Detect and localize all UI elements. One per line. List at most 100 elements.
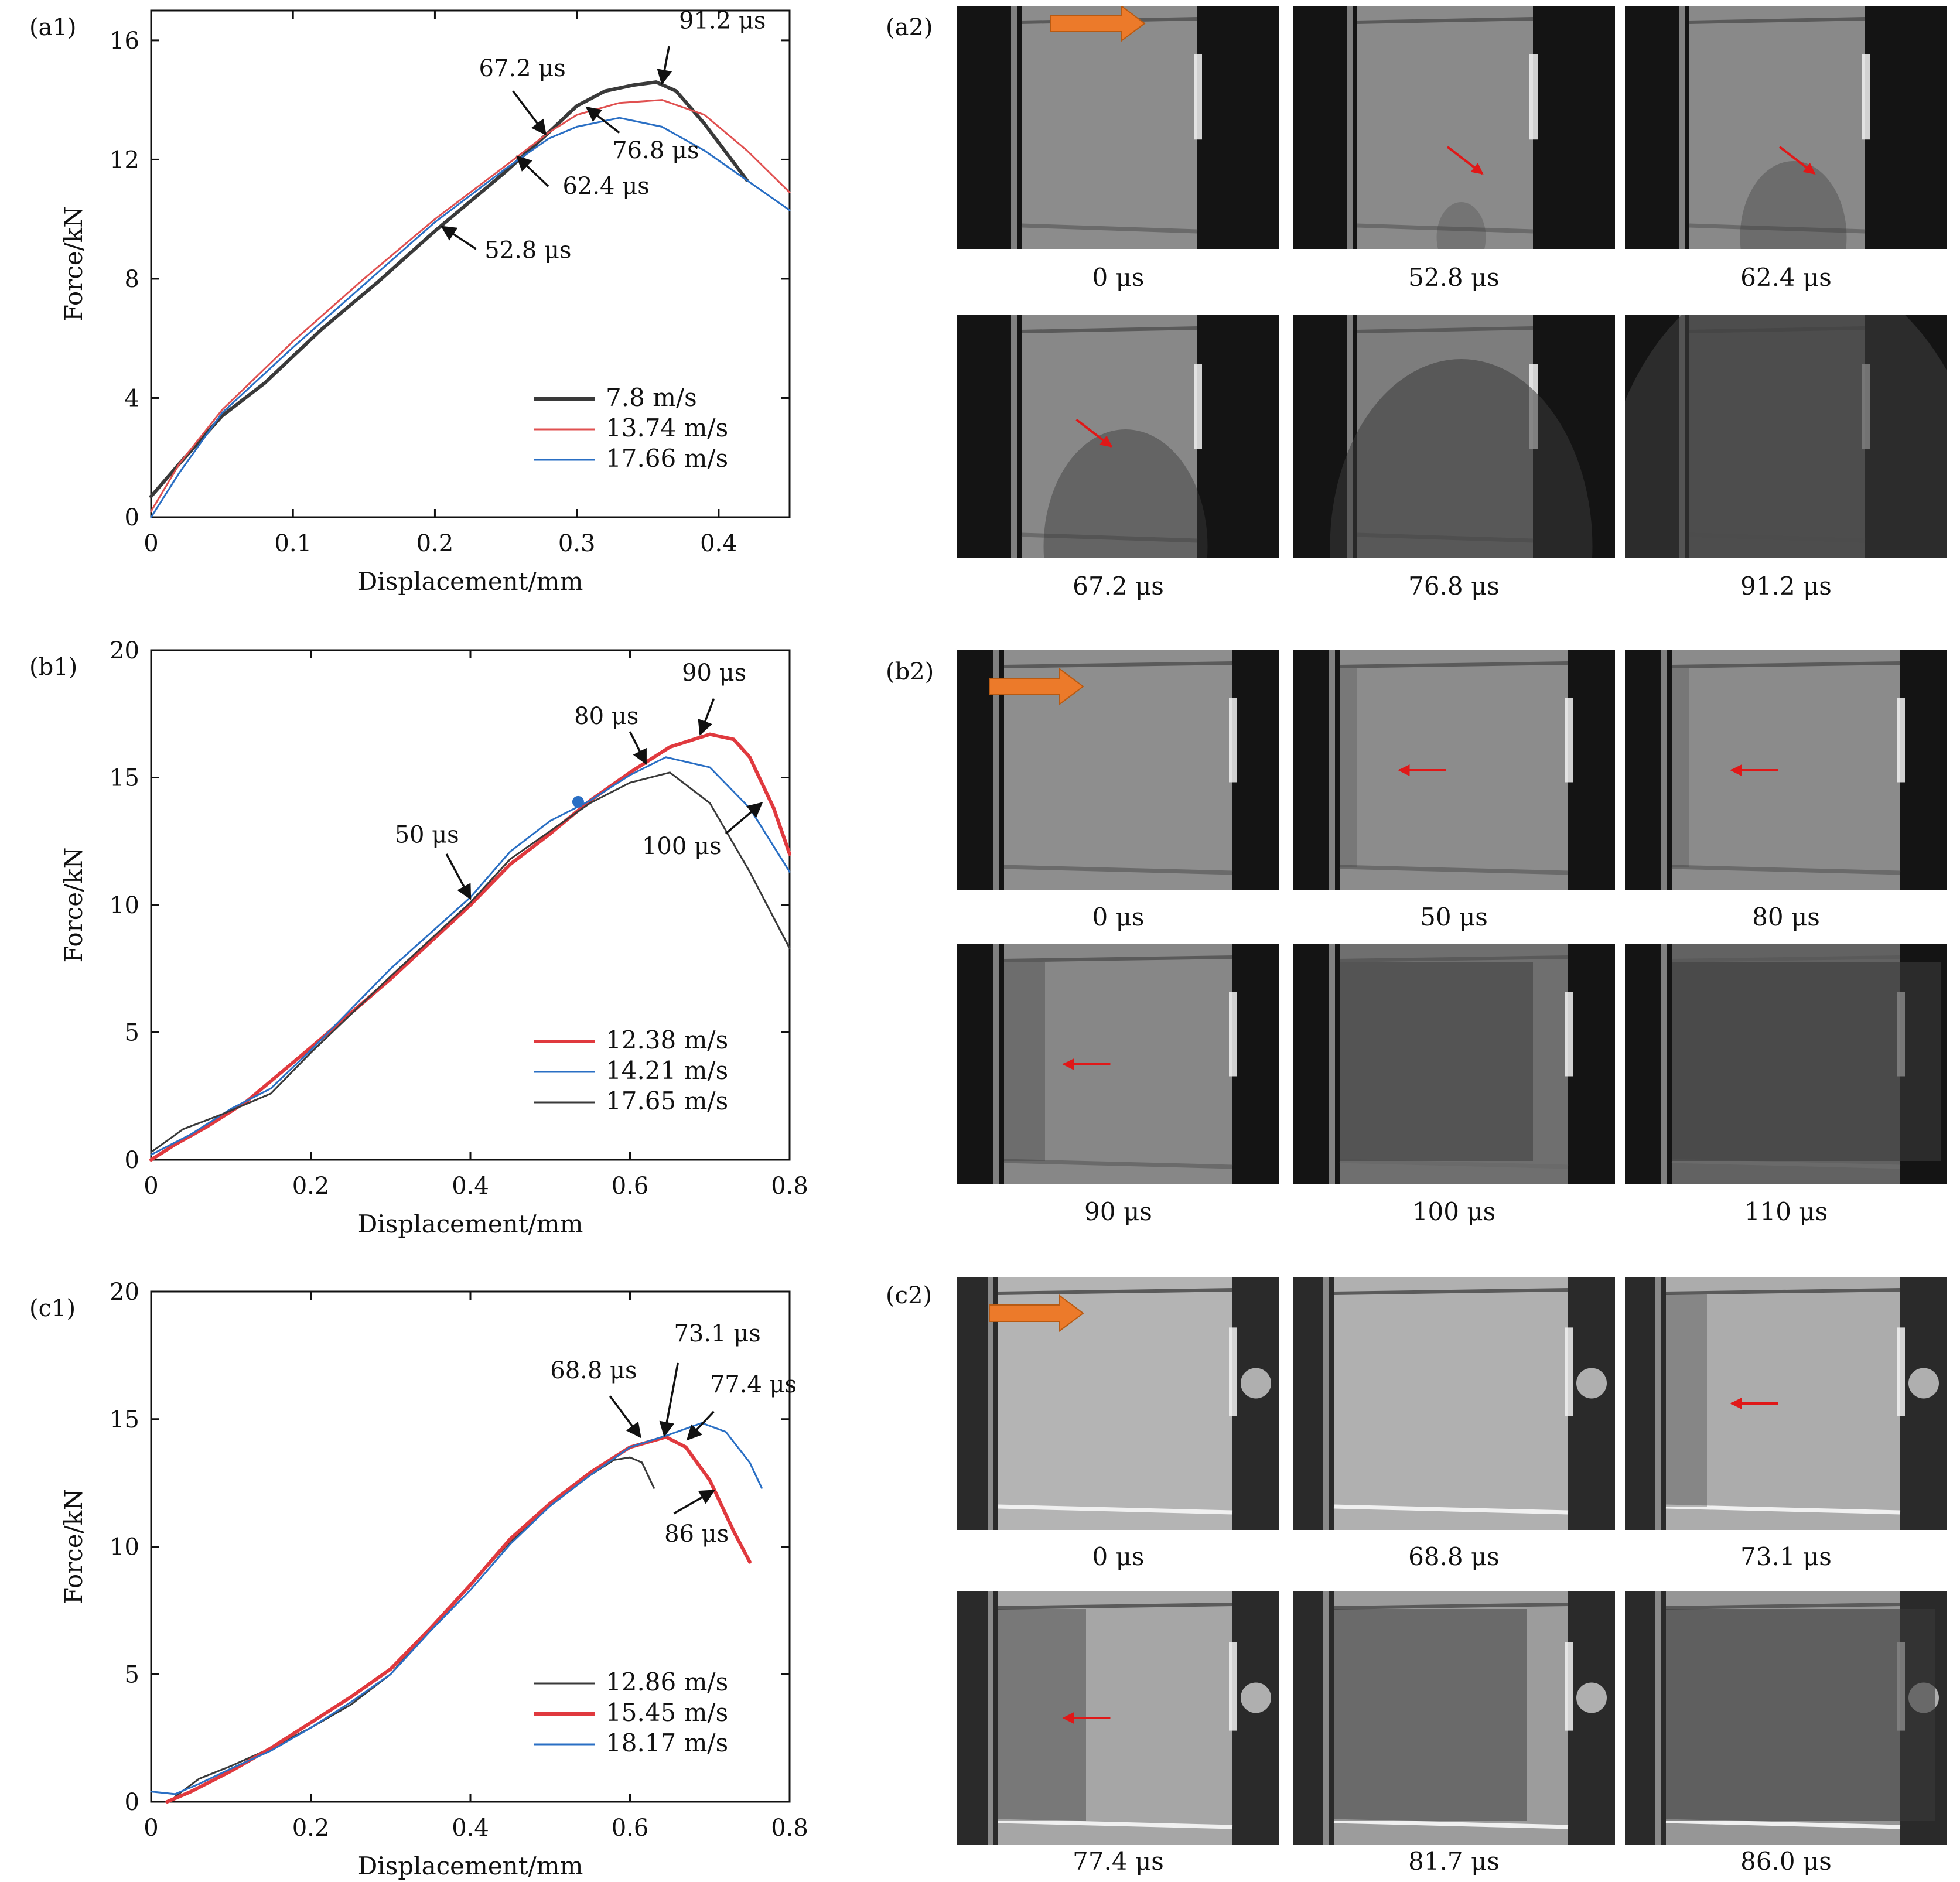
x-tick-label: 0 [144,530,158,557]
photo-content [1625,1277,1947,1530]
x-axis-label: Displacement/mm [358,1210,583,1238]
photo-content [1293,650,1615,890]
platen-highlight [1011,315,1017,558]
platen-highlight [1679,6,1685,249]
photo-caption: 91.2 μs [1740,572,1832,600]
x-tick-label: 0.4 [700,530,737,557]
platen-glint [1194,364,1202,449]
panel-label: (b2) [886,658,934,685]
photo-caption: 67.2 μs [1073,572,1164,600]
specimen-photo [1625,650,1947,890]
series-line-1 [175,1457,654,1796]
annotation-arrow [517,156,548,186]
legend-entry: 17.66 m/s [606,444,728,473]
annotation-arrow [442,227,476,249]
annotation-arrow [630,732,646,763]
y-tick-label: 10 [110,1534,139,1561]
annotation-label: 68.8 μs [550,1357,637,1384]
right-platen [1568,650,1615,890]
right-platen [1533,6,1615,249]
y-tick-label: 8 [125,266,139,293]
y-tick-label: 16 [110,28,139,54]
legend-entry: 13.74 m/s [606,414,728,442]
annotation-label: 50 μs [395,821,459,848]
y-tick-label: 5 [125,1020,139,1047]
glare-spot [1241,1368,1271,1398]
photo-content [1293,1591,1615,1845]
specimen-photo [1293,650,1615,890]
y-tick-label: 15 [110,1406,139,1433]
annotation-label: 100 μs [642,833,722,860]
specimen-photo [957,6,1279,249]
photo-caption: 86.0 μs [1740,1847,1832,1876]
legend-entry: 12.86 m/s [606,1668,728,1696]
right-platen [1865,6,1947,249]
photo-caption: 100 μs [1412,1197,1495,1226]
y-tick-label: 20 [110,1279,139,1306]
annotation-label: 91.2 μs [679,8,766,35]
x-tick-label: 0.8 [771,1173,808,1200]
annotation-arrow [664,1363,678,1436]
platen-glint [1229,992,1237,1077]
platen-highlight [993,944,999,1184]
right-platen [1232,1277,1279,1530]
platen-highlight [1011,6,1017,249]
damage-zone [1672,962,1941,1161]
photo-caption: 0 μs [1092,903,1145,931]
annotation-label: 77.4 μs [710,1371,797,1398]
right-platen [1568,944,1615,1184]
platen-glint [1862,54,1870,139]
annotation-label: 73.1 μs [674,1320,760,1347]
x-tick-label: 0 [144,1173,158,1200]
right-platen [1900,1277,1947,1530]
platen-glint [1565,1642,1573,1730]
specimen-photo [1293,1277,1615,1530]
right-platen [1568,1277,1615,1530]
glare-spot [1576,1682,1607,1713]
photo-content [1625,944,1947,1184]
photo-caption: 77.4 μs [1073,1847,1164,1876]
panel-label: (b1) [29,654,77,681]
photo-content [957,315,1279,664]
annotation-arrow [662,46,669,84]
damage-zone [1672,668,1689,867]
panel-label: (c1) [29,1295,76,1322]
platen-glint [1194,54,1202,139]
x-tick-label: 0 [144,1815,158,1842]
specimen-photo [1293,6,1615,272]
damage-zone [1044,429,1208,664]
annotation-label: 67.2 μs [479,55,566,82]
photo-content [957,944,1279,1184]
right-platen [1197,315,1279,558]
photo-content [1293,6,1615,272]
y-tick-label: 4 [125,385,139,412]
y-tick-label: 0 [125,504,139,531]
photo-content [1625,1591,1947,1845]
y-tick-label: 10 [110,892,139,919]
right-platen [1568,1591,1615,1845]
y-tick-label: 5 [125,1661,139,1688]
x-tick-label: 0.6 [612,1815,649,1842]
platen-glint [1229,1642,1237,1730]
y-tick-label: 0 [125,1147,139,1174]
photo-caption: 76.8 μs [1408,572,1500,600]
x-tick-label: 0.2 [292,1173,330,1200]
platen-highlight [1661,650,1667,890]
platen-glint [1897,1327,1905,1416]
annotation-arrow [446,854,470,899]
platen-highlight [1655,1277,1661,1530]
annotation-label: 86 μs [664,1521,729,1548]
legend-entry: 7.8 m/s [606,383,697,412]
platen-glint [1897,698,1905,783]
x-tick-label: 0.2 [416,530,454,557]
damage-zone [1334,1609,1527,1821]
platen-glint [1565,1327,1573,1416]
platen-highlight [1655,1591,1661,1845]
x-tick-label: 0.8 [771,1815,808,1842]
damage-zone [1437,202,1486,272]
annotation-arrow [700,699,713,735]
right-platen [1232,944,1279,1184]
